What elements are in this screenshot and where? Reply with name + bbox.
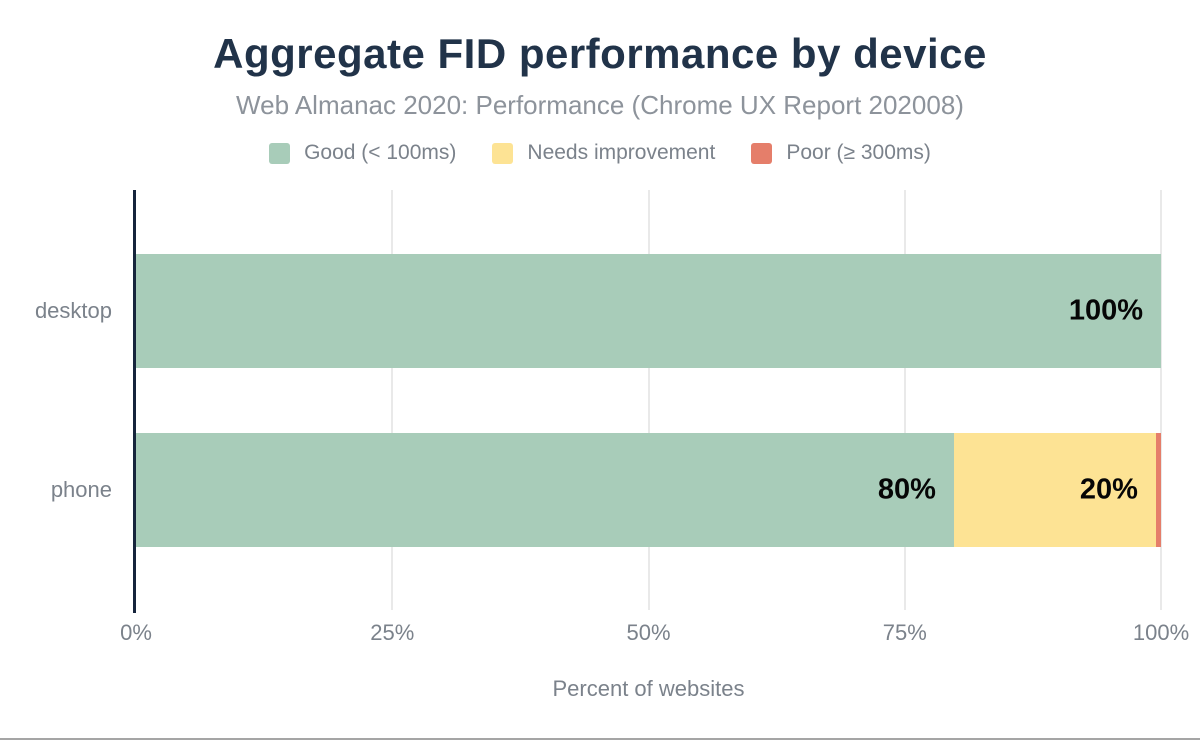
x-tick-label: 0% <box>120 620 152 645</box>
bar-row: 80% 20% <box>136 433 1161 547</box>
plot-area: 0% 25% 50% 75% 100% 100% desktop 80% 20% phone <box>35 190 1189 645</box>
x-tick-label: 75% <box>882 620 927 645</box>
gridline <box>647 190 650 610</box>
legend-swatch-icon <box>751 142 773 164</box>
x-tick-label: 100% <box>1132 620 1190 645</box>
y-axis-line <box>133 190 136 613</box>
x-axis-title: Percent of websites <box>552 676 745 701</box>
legend-swatch-icon <box>492 142 514 164</box>
bar-value-label: 100% <box>1068 294 1143 327</box>
bar-segment: 80% <box>136 433 954 547</box>
bar-row: 100% <box>136 254 1161 368</box>
legend-label: Poor (≥ 300ms) <box>786 141 931 164</box>
legend: Good (< 100ms) Needs improvement Poor (≥ 3… <box>0 141 1200 165</box>
y-category-label: phone <box>50 477 112 502</box>
bar-value-label: 20% <box>1079 473 1138 506</box>
legend-item: Poor (≥ 300ms) <box>751 141 931 165</box>
legend-swatch-icon <box>269 142 291 164</box>
legend-item: Needs improvement <box>492 141 715 165</box>
bar-value-label: 80% <box>877 473 936 506</box>
chart-title: Aggregate FID performance by device <box>213 30 987 77</box>
y-category-label: desktop <box>34 298 112 323</box>
legend-item: Good (< 100ms) <box>269 141 456 165</box>
bar-segment: 100% <box>136 254 1161 368</box>
x-tick-label: 25% <box>370 620 415 645</box>
bar-segment <box>1155 433 1161 547</box>
gridline <box>1160 190 1162 610</box>
legend-label: Good (< 100ms) <box>304 141 457 164</box>
gridline <box>903 190 906 610</box>
bar-segment: 20% <box>953 433 1156 547</box>
gridline <box>391 190 394 610</box>
x-tick-label: 50% <box>626 620 671 645</box>
legend-label: Needs improvement <box>527 141 716 164</box>
bottom-divider <box>0 737 1200 740</box>
chart-subtitle: Web Almanac 2020: Performance (Chrome UX… <box>236 90 964 120</box>
